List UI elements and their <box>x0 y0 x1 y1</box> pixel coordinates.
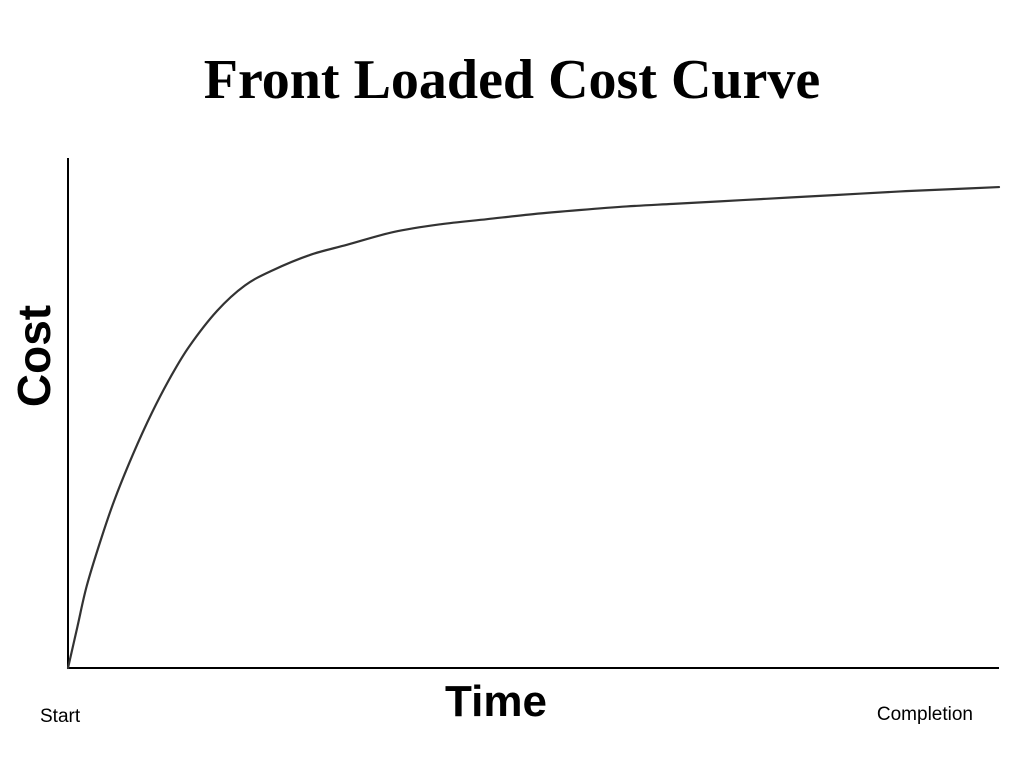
x-axis-label: Time <box>445 677 547 726</box>
x-tick-label-completion: Completion <box>877 704 973 725</box>
cost-series-line <box>66 185 1001 670</box>
chart-title: Front Loaded Cost Curve <box>203 49 821 111</box>
x-tick-label-start: Start <box>40 706 81 727</box>
y-axis-label: Cost <box>8 305 60 407</box>
